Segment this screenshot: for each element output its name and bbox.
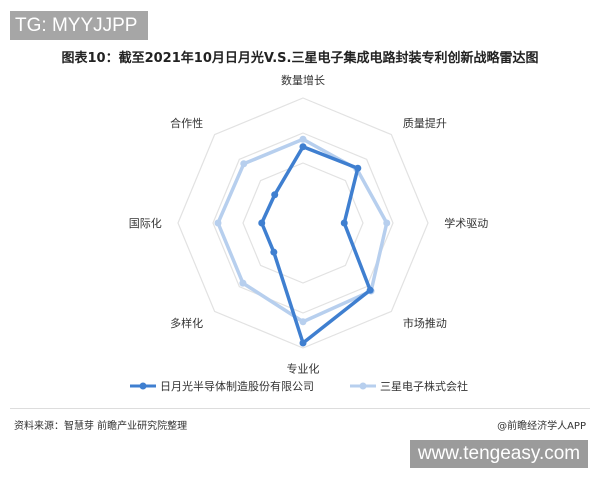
axis-label: 专业化 [287,361,320,375]
brand-note: @前瞻经济学人APP [497,421,586,432]
grid-ring [212,132,394,314]
data-point [271,191,279,199]
axis-label: 质量提升 [403,117,447,130]
axis-label: 市场推动 [403,316,447,330]
axis-label: 国际化 [129,216,162,230]
data-point [270,248,278,256]
data-point [258,219,266,227]
axis-label: 多样化 [170,316,203,330]
axis-label: 合作性 [170,116,203,130]
watermark-url: www.tengeasy.com [410,440,588,468]
data-point [299,318,307,326]
data-point [240,160,248,168]
data-point [239,279,247,287]
data-point [340,219,348,227]
watermark-tag: TG: MYYJJPP [10,11,148,40]
data-point [383,219,391,227]
axis-label: 学术驱动 [444,216,488,230]
data-point [214,219,222,227]
legend-item: 三星电子株式会社 [350,378,468,394]
chart-title: 图表10：截至2021年10月日月光V.S.三星电子集成电路封装专利创新战略雷达… [61,51,539,66]
series-line [260,145,372,345]
data-point [299,339,307,347]
source-note: 资料来源：智慧芽 前瞻产业研究院整理 [14,421,188,432]
legend-label: 三星电子株式会社 [380,380,468,393]
data-point [299,143,307,151]
axis-label: 数量增长 [281,73,325,87]
legend-label: 日月光半导体制造股份有限公司 [160,380,314,393]
divider [10,408,590,409]
data-point [366,286,374,294]
legend-marker-icon [350,382,376,390]
legend-item: 日月光半导体制造股份有限公司 [130,378,314,394]
data-point [299,135,307,143]
grid-ring [177,97,429,349]
legend-marker-icon [130,382,156,390]
data-point [354,164,362,172]
